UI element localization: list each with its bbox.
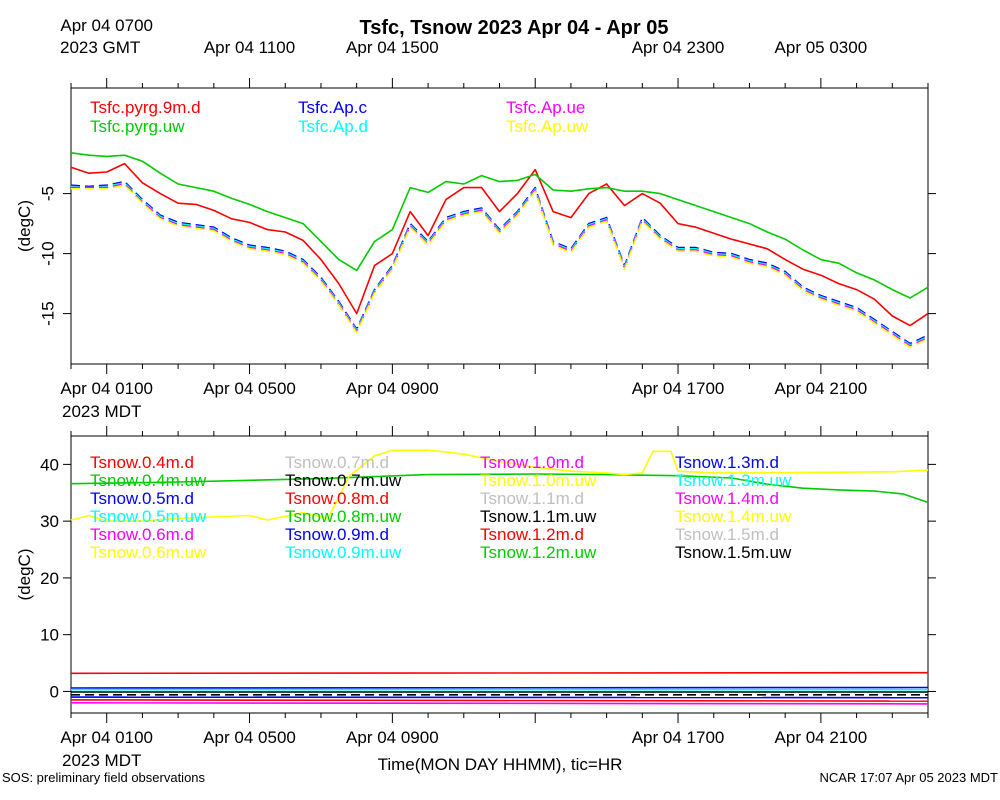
top-top-timezone-label: 2023 GMT	[60, 38, 140, 57]
bottom-series-0	[70, 671, 929, 675]
top-legend-entry: Tsfc.Ap.c	[298, 98, 367, 117]
top-ytick-label: -10	[38, 241, 57, 266]
bottom-legend-entry: Tsnow.1.3m.d	[675, 453, 779, 472]
bottom-legend-entry: Tsnow.1.1m.uw	[480, 507, 597, 526]
top-ytick-label: -5	[38, 186, 57, 201]
bottom-legend-entry: Tsnow.0.5m.uw	[90, 507, 207, 526]
bottom-xtick-label: Apr 04 2100	[775, 728, 868, 747]
bottom-xtick-label: Apr 04 0900	[346, 728, 439, 747]
top-top-xtick-label: Apr 05 0300	[775, 38, 868, 57]
top-top-xtick-label: Apr 04 1500	[346, 38, 439, 57]
bottom-xtick-label: Apr 04 1700	[632, 728, 725, 747]
top-legend-entry: Tsfc.pyrg.9m.d	[90, 98, 201, 117]
bottom-legend-entry: Tsnow.1.2m.d	[480, 525, 584, 544]
chart-title: Tsfc, Tsnow 2023 Apr 04 - Apr 05	[360, 17, 669, 39]
bottom-series-1	[70, 473, 929, 504]
top-xtick-label: Apr 04 0900	[346, 379, 439, 398]
top-xtick-label: Apr 04 0500	[203, 379, 296, 398]
footer-source-note: SOS: preliminary field observations	[2, 770, 206, 785]
top-xtick-label: Apr 04 2100	[775, 379, 868, 398]
bottom-legend-entry: Tsnow.0.8m.d	[285, 489, 389, 508]
bottom-legend-entry: Tsnow.0.7m.d	[285, 453, 389, 472]
bottom-xtick-label: Apr 04 0500	[203, 728, 296, 747]
top-xtick-label: Apr 04 1700	[632, 379, 725, 398]
bottom-legend-entry: Tsnow.1.2m.uw	[480, 543, 597, 562]
bottom-legend-entry: Tsnow.1.0m.uw	[480, 471, 597, 490]
bottom-legend-entry: Tsnow.1.3m.uw	[675, 471, 792, 490]
bottom-legend-entry: Tsnow.0.8m.uw	[285, 507, 402, 526]
bottom-ytick-label: 10	[40, 626, 59, 645]
top-series-5	[71, 184, 929, 349]
bottom-timezone-label: 2023 MDT	[62, 751, 141, 770]
bottom-legend-entry: Tsnow.1.5m.d	[675, 525, 779, 544]
top-legend-entry: Tsfc.Ap.ue	[506, 98, 585, 117]
bottom-legend-entry: Tsnow.1.0m.d	[480, 453, 584, 472]
top-legend-entry: Tsfc.Ap.d	[298, 117, 368, 136]
bottom-series-7	[70, 696, 929, 699]
bottom-legend-entry: Tsnow.0.9m.d	[285, 525, 389, 544]
top-series-3	[70, 182, 929, 346]
x-axis-label: Time(MON DAY HHMM), tic=HR	[378, 755, 623, 774]
top-y-axis-label: (degC)	[15, 200, 34, 252]
bottom-series-8	[70, 701, 929, 705]
bottom-legend-entry: Tsnow.0.4m.d	[90, 453, 194, 472]
top-series-1	[70, 152, 929, 299]
footer-timestamp: NCAR 17:07 Apr 05 2023 MDT	[820, 770, 999, 785]
top-series-4	[71, 183, 929, 347]
bottom-xtick-label: Apr 04 0100	[60, 728, 153, 747]
panel-surface-temperature: -5 -10 -15 (degC) Apr 04 0100 Apr 04 0500 Apr …	[15, 16, 936, 421]
bottom-legend-entry: Tsnow.0.7m.uw	[285, 471, 402, 490]
bottom-legend-entry: Tsnow.0.5m.d	[90, 489, 194, 508]
bottom-legend-entry: Tsnow.0.6m.uw	[90, 543, 207, 562]
bottom-legend-entry: Tsnow.0.4m.uw	[90, 471, 207, 490]
bottom-legend-entry: Tsnow.1.5m.uw	[675, 543, 792, 562]
top-top-xtick-label: Apr 04 0700	[60, 16, 153, 35]
bottom-ytick-label: 40	[40, 455, 59, 474]
bottom-legend-entry: Tsnow.1.4m.d	[675, 489, 779, 508]
bottom-ytick-label: 0	[50, 682, 59, 701]
bottom-legend-entry: Tsnow.0.6m.d	[90, 525, 194, 544]
bottom-legend-entry: Tsnow.0.9m.uw	[285, 543, 402, 562]
top-series-0	[70, 162, 929, 327]
top-legend-entry: Tsfc.pyrg.uw	[90, 117, 185, 136]
bottom-ytick-label: 30	[40, 512, 59, 531]
top-ytick-label: -15	[38, 301, 57, 326]
top-xtick-label: Apr 04 0100	[60, 379, 153, 398]
top-timezone-label: 2023 MDT	[62, 402, 141, 421]
bottom-series-2	[70, 449, 929, 522]
bottom-legend-entry: Tsnow.1.4m.uw	[675, 507, 792, 526]
top-legend-entry: Tsfc.Ap.uw	[506, 117, 589, 136]
bottom-series-6	[70, 699, 929, 702]
top-top-xtick-label: Apr 04 2300	[632, 38, 725, 57]
bottom-ytick-label: 20	[40, 569, 59, 588]
panel-snow-temperature: 0 10 20 30 40 (degC) Apr 04 0100 Apr 04 0500 Apr…	[15, 426, 936, 770]
bottom-y-axis-label: (degC)	[15, 549, 34, 601]
top-top-xtick-label: Apr 04 1100	[204, 38, 295, 57]
bottom-legend-entry: Tsnow.1.1m.d	[480, 489, 584, 508]
bottom-series-3	[70, 686, 929, 689]
